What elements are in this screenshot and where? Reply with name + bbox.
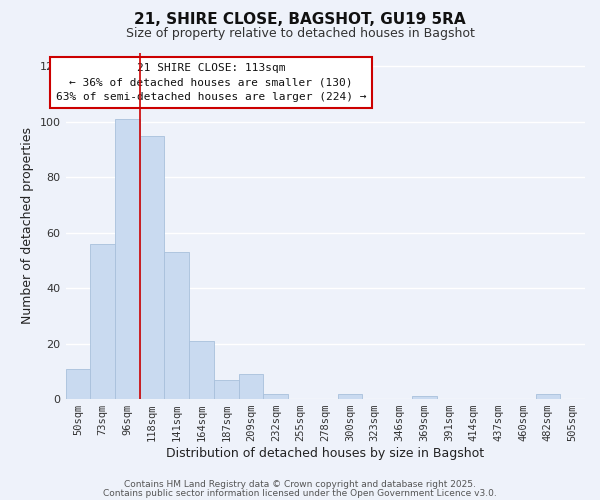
Bar (90, 244, 115, 399)
Bar (263, 394, 288, 399)
Text: Contains public sector information licensed under the Open Government Licence v3: Contains public sector information licen… (103, 488, 497, 498)
Text: 21 SHIRE CLOSE: 113sqm
← 36% of detached houses are smaller (130)
63% of semi-de: 21 SHIRE CLOSE: 113sqm ← 36% of detached… (56, 63, 366, 102)
Bar (115, 119, 140, 399)
Bar (338, 394, 362, 399)
Bar (536, 394, 560, 399)
Bar (65, 368, 90, 399)
Text: Contains HM Land Registry data © Crown copyright and database right 2025.: Contains HM Land Registry data © Crown c… (124, 480, 476, 489)
Bar (164, 252, 189, 399)
Bar (214, 380, 239, 399)
Text: Size of property relative to detached houses in Bagshot: Size of property relative to detached ho… (125, 28, 475, 40)
Bar (140, 136, 164, 399)
Bar (189, 341, 214, 399)
Text: 21, SHIRE CLOSE, BAGSHOT, GU19 5RA: 21, SHIRE CLOSE, BAGSHOT, GU19 5RA (134, 12, 466, 28)
Bar (239, 374, 263, 399)
X-axis label: Distribution of detached houses by size in Bagshot: Distribution of detached houses by size … (166, 447, 484, 460)
Y-axis label: Number of detached properties: Number of detached properties (21, 128, 34, 324)
Bar (412, 396, 437, 399)
